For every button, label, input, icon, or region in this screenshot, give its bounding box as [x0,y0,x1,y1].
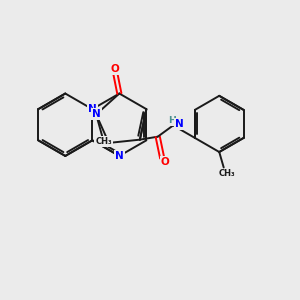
Text: H: H [168,116,176,125]
Text: N: N [115,151,124,161]
Text: O: O [110,64,119,74]
Text: CH₃: CH₃ [95,137,112,146]
Text: N: N [175,119,184,129]
Text: N: N [92,110,100,119]
Text: CH₃: CH₃ [219,169,236,178]
Text: N: N [88,104,97,114]
Text: O: O [161,157,170,167]
